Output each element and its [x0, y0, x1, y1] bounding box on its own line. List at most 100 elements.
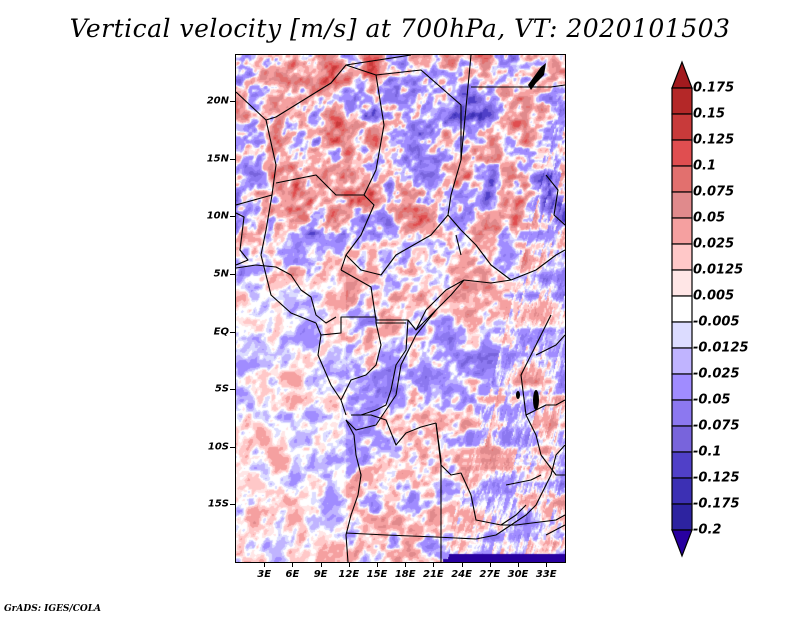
border-line: [236, 64, 377, 121]
border-line: [351, 414, 437, 446]
lat-tick-label: 10S: [207, 441, 229, 453]
colorbar-band: [671, 113, 693, 141]
colorbar-band: [671, 347, 693, 375]
border-line: [525, 399, 565, 416]
border-line: [501, 514, 565, 526]
colorbar-label: -0.05: [693, 392, 731, 408]
colorbar-band: [671, 217, 693, 245]
colorbar-label: 0.005: [693, 288, 735, 304]
lat-tick-label: 10N: [206, 210, 229, 222]
colorbar-label: 0.075: [693, 184, 735, 200]
lat-tick-label: EQ: [213, 326, 229, 338]
lon-tick-label: 27E: [479, 569, 501, 580]
colorbar-band: [671, 477, 693, 505]
border-line: [447, 159, 462, 231]
border-line: [545, 524, 565, 536]
border-line: [375, 69, 462, 160]
lat-tick-label: 15S: [207, 498, 229, 510]
colorbar-band: [671, 139, 693, 167]
border-line: [520, 314, 552, 456]
border-line: [275, 174, 364, 196]
border-line: [415, 279, 465, 331]
border-line: [471, 84, 565, 88]
lon-tick-label: 9E: [313, 569, 328, 580]
colorbar-band: [671, 191, 693, 219]
lon-tick: [377, 562, 378, 567]
border-line: [435, 422, 527, 526]
border-line: [236, 264, 337, 324]
border-line: [340, 269, 465, 331]
colorbar-band: [671, 451, 693, 479]
colorbar-label: 0.1: [693, 158, 717, 174]
lake-marker: [528, 63, 546, 90]
colorbar-label: -0.125: [693, 470, 740, 486]
lat-tick: [230, 446, 236, 448]
lon-tick: [461, 562, 463, 567]
border-line: [460, 229, 512, 281]
colorbar-label: -0.2: [693, 522, 722, 538]
vertical-velocity-field: [236, 55, 565, 562]
colorbar-band: [671, 503, 693, 531]
border-line: [435, 422, 442, 461]
colorbar-band: [671, 165, 693, 193]
lon-tick: [433, 562, 435, 567]
lake-marker: [533, 390, 539, 410]
lon-tick-label: 18E: [394, 569, 416, 580]
lat-tick-label: 15N: [206, 153, 229, 165]
lat-tick-label: 5N: [213, 268, 229, 280]
lon-tick: [348, 562, 350, 567]
chart-title: Vertical velocity [m/s] at 700hPa, VT: 2…: [69, 14, 731, 43]
lon-tick-label: 6E: [285, 569, 300, 580]
border-line: [505, 474, 542, 486]
colorbar-band: [671, 243, 693, 271]
border-line: [460, 55, 472, 161]
lat-tick: [230, 331, 236, 333]
colorbar-label: 0.05: [693, 210, 726, 226]
border-line: [545, 174, 565, 226]
colorbar-band: [671, 425, 693, 453]
border-line: [340, 322, 382, 401]
lon-tick-label: 15E: [366, 569, 388, 580]
border-line: [345, 309, 437, 431]
lat-tick: [230, 158, 236, 160]
grads-credit: GrADS: IGES/COLA: [4, 604, 102, 614]
colorbar-label: -0.075: [693, 418, 740, 434]
border-line: [236, 212, 249, 266]
lon-tick: [405, 562, 407, 567]
lat-tick: [230, 389, 236, 391]
colorbar-label: 0.0125: [693, 262, 744, 278]
colorbar-label: 0.025: [693, 236, 735, 252]
lat-tick: [230, 216, 236, 218]
lon-tick: [489, 562, 491, 567]
border-line: [463, 249, 565, 284]
lat-tick: [230, 504, 236, 506]
border-line: [345, 214, 449, 276]
colorbar-band: [671, 321, 693, 349]
border-line: [345, 419, 362, 562]
colorbar-label: -0.005: [693, 314, 740, 330]
lon-tick: [264, 562, 266, 567]
border-line: [317, 334, 347, 416]
colorbar-label: -0.0125: [693, 340, 749, 356]
lon-tick-label: 21E: [423, 569, 444, 580]
colorbar-label: 0.15: [693, 106, 726, 122]
map-panel: [236, 55, 565, 562]
colorbar-label: -0.025: [693, 366, 740, 382]
border-line: [345, 55, 412, 66]
border-line: [236, 119, 277, 206]
lon-tick: [292, 562, 294, 567]
colorbar-band: [671, 373, 693, 401]
lon-tick-label: 30E: [507, 569, 529, 580]
lon-tick: [320, 562, 322, 567]
lon-tick: [518, 562, 519, 567]
lon-tick-label: 3E: [257, 569, 272, 580]
colorbar-label: -0.1: [693, 444, 722, 460]
lon-tick-label: 33E: [535, 569, 557, 580]
country-borders: [236, 55, 565, 562]
lon-tick-label: 12E: [338, 569, 360, 580]
colorbar-extend-min: [671, 529, 693, 558]
colorbar-band: [671, 295, 693, 323]
border-line: [260, 194, 317, 324]
lake-marker: [516, 391, 520, 399]
colorbar-label: -0.175: [693, 496, 740, 512]
